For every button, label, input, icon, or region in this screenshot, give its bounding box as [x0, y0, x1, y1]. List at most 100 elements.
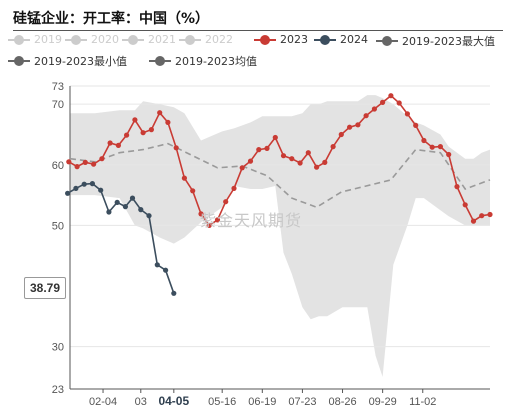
legend-item-2021[interactable]: 2021	[122, 33, 176, 46]
data-point-2023-04-14	[181, 175, 187, 181]
legend-swatch-icon	[8, 34, 30, 45]
chart-legend: 2019 2020 2021 2022 2023 2024 2019-2023最大值 2019…	[8, 33, 513, 73]
data-point-2023-02-10	[107, 140, 113, 146]
data-point-2023-12-08	[462, 202, 468, 208]
legend-swatch-icon	[149, 56, 171, 66]
y-tick-label-30: 30	[52, 342, 64, 354]
legend-label: 2023	[280, 33, 308, 46]
legend-label: 2022	[205, 33, 233, 46]
data-point-2023-09-01	[347, 124, 353, 130]
series-line-2023	[68, 94, 491, 227]
data-point-2023-10-27	[413, 122, 419, 128]
data-point-2023-05-12	[214, 217, 221, 223]
x-tick-label-06-19: 06-19	[248, 396, 276, 408]
data-point-2023-03-03	[132, 117, 138, 123]
data-point-2023-06-30	[272, 134, 278, 141]
data-point-2023-07-21	[297, 160, 303, 166]
x-tick-label-08-26: 08-26	[328, 396, 356, 408]
data-point-2024-02-09	[106, 209, 112, 215]
legend-item-2019-2023最大值[interactable]: 2019-2023最大值	[376, 33, 495, 49]
legend-label: 2019-2023最小值	[34, 55, 127, 68]
x-tick-label-03: 03	[135, 396, 147, 408]
legend-swatch-icon	[122, 34, 144, 45]
data-point-2023-07-28	[305, 150, 311, 156]
data-point-2023-07-14	[289, 156, 295, 162]
y-tick-label-73: 73	[52, 81, 64, 93]
legend-item-2022[interactable]: 2022	[179, 33, 233, 46]
data-point-2023-02-24	[124, 132, 130, 138]
data-point-2023-06-23	[264, 145, 270, 151]
legend-label: 2021	[148, 33, 176, 46]
data-point-2023-08-18	[330, 144, 336, 150]
legend-item-2024[interactable]: 2024	[314, 33, 368, 46]
legend-item-2020[interactable]: 2020	[65, 33, 119, 46]
legend-swatch-icon	[314, 34, 336, 45]
data-point-2023-01-27	[91, 161, 97, 167]
x-tick-label-04-05: 04-05	[158, 394, 189, 408]
data-point-2023-08-11	[322, 159, 328, 165]
y-tick-label-60: 60	[52, 160, 64, 172]
legend-label: 2019-2023均值	[175, 55, 257, 68]
data-point-2024-04-05	[171, 290, 177, 296]
legend-item-2019-2023均值[interactable]: 2019-2023均值	[149, 53, 257, 69]
legend-label: 2020	[91, 33, 119, 46]
data-point-2023-09-29	[380, 99, 386, 105]
watermark-text: 紫金天风期货	[200, 211, 303, 230]
x-tick-label-02-04: 02-04	[89, 396, 117, 408]
data-point-2023-05-26	[231, 185, 237, 191]
chart-header: 硅锰企业：开工率：中国（%）	[0, 0, 517, 32]
data-point-2023-04-28	[198, 211, 204, 217]
data-point-2023-10-13	[396, 100, 402, 106]
legend-label: 2024	[340, 33, 368, 46]
data-point-2024-02-02	[98, 187, 104, 193]
data-point-2023-10-20	[404, 111, 410, 117]
legend-item-2019[interactable]: 2019	[8, 33, 62, 46]
data-point-2024-03-01	[129, 195, 136, 201]
data-point-2024-01-12	[73, 185, 79, 191]
data-point-2023-03-24	[157, 110, 163, 116]
data-point-2024-03-22	[154, 262, 160, 268]
data-point-2023-06-16	[256, 147, 262, 153]
data-point-2023-05-05	[206, 222, 212, 228]
data-point-2023-03-10	[140, 130, 146, 136]
legend-swatch-icon	[179, 34, 201, 45]
legend-swatch-icon	[65, 34, 87, 45]
data-point-2024-02-16	[114, 199, 120, 205]
data-point-2023-08-04	[314, 164, 320, 170]
data-point-2023-08-25	[338, 131, 344, 138]
y-tick-label-50: 50	[52, 220, 64, 232]
legend-swatch-icon	[254, 34, 276, 45]
data-point-2024-01-26	[89, 181, 95, 187]
data-point-2023-05-19	[223, 199, 229, 205]
data-point-2023-09-08	[355, 122, 361, 128]
data-point-2023-03-31	[165, 119, 171, 125]
data-point-2023-10-06	[388, 93, 394, 99]
data-point-2023-01-13	[74, 164, 80, 170]
y-tick-label-70: 70	[52, 99, 64, 111]
data-point-2023-12-29	[487, 211, 493, 218]
legend-item-2023[interactable]: 2023	[254, 33, 308, 46]
data-point-2023-01-20	[82, 159, 88, 165]
x-tick-label-11-02: 11-02	[409, 396, 436, 408]
data-point-2024-03-29	[163, 267, 169, 273]
data-point-2023-11-03	[421, 137, 427, 144]
chart-title: 硅锰企业：开工率：中国（%）	[13, 11, 210, 27]
legend-item-2019-2023最小值[interactable]: 2019-2023最小值	[8, 53, 127, 69]
data-point-2023-11-10	[429, 144, 435, 150]
data-point-2024-01-19	[81, 181, 87, 187]
data-point-2023-09-15	[363, 113, 369, 119]
data-point-2024-01-05	[65, 190, 71, 196]
data-point-2023-12-22	[479, 213, 485, 219]
x-tick-label-09-29: 09-29	[369, 396, 397, 408]
data-point-2024-03-15	[146, 213, 152, 219]
data-point-2023-06-02	[239, 165, 245, 171]
data-point-2024-03-08	[138, 207, 144, 213]
data-point-2023-11-17	[437, 144, 443, 150]
data-point-2023-12-01	[454, 184, 460, 190]
y-tick-label-23: 23	[52, 384, 64, 396]
x-tick-label-05-16: 05-16	[208, 396, 236, 408]
data-point-2023-02-17	[115, 142, 121, 148]
data-point-2023-04-07	[173, 145, 179, 151]
data-point-2023-03-17	[148, 127, 154, 133]
